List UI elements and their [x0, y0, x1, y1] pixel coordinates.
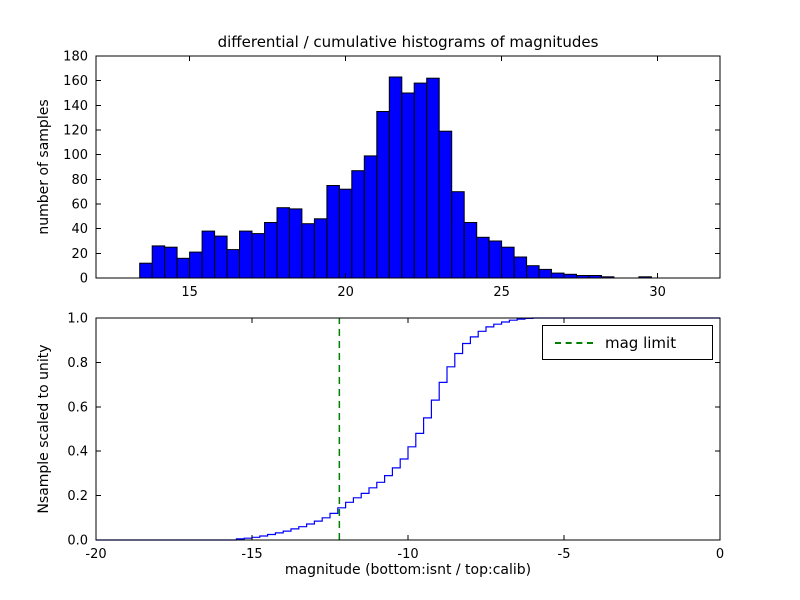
svg-text:120: 120 [63, 124, 88, 139]
svg-text:-15: -15 [241, 547, 262, 562]
svg-text:0.8: 0.8 [67, 356, 88, 371]
svg-text:160: 160 [63, 74, 88, 89]
bottom-plot-ylabel: Nsample scaled to unity [36, 344, 52, 514]
svg-text:0.6: 0.6 [67, 400, 88, 415]
svg-text:1.0: 1.0 [67, 312, 88, 327]
bottom-plot-xlabel: magnitude (bottom:isnt / top:calib) [284, 562, 532, 578]
legend-label: mag limit [605, 333, 677, 352]
svg-text:15: 15 [181, 285, 198, 300]
svg-text:25: 25 [493, 285, 510, 300]
svg-text:-20: -20 [85, 547, 106, 562]
svg-text:-5: -5 [558, 547, 571, 562]
figure-title: differential / cumulative histograms of … [217, 33, 599, 51]
svg-text:-10: -10 [397, 547, 418, 562]
svg-text:140: 140 [63, 99, 88, 114]
legend: mag limit [542, 325, 713, 360]
dashed-line-icon [555, 341, 593, 344]
svg-text:0.4: 0.4 [67, 445, 88, 460]
svg-text:0.0: 0.0 [67, 534, 88, 549]
svg-text:40: 40 [71, 222, 88, 237]
svg-text:20: 20 [337, 285, 354, 300]
svg-text:20: 20 [71, 247, 88, 262]
svg-text:60: 60 [71, 198, 88, 213]
top-plot-ylabel: number of samples [36, 99, 52, 235]
svg-text:30: 30 [649, 285, 666, 300]
svg-text:0: 0 [80, 272, 88, 287]
svg-text:80: 80 [71, 173, 88, 188]
svg-text:0: 0 [716, 547, 724, 562]
svg-text:100: 100 [63, 148, 88, 163]
svg-text:180: 180 [63, 50, 88, 65]
svg-text:0.2: 0.2 [67, 489, 88, 504]
